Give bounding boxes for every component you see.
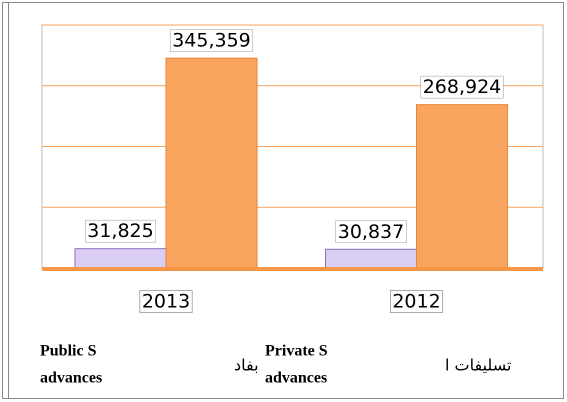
bar <box>416 104 508 269</box>
legend-label: Private S <box>265 343 328 360</box>
x-tick-box <box>139 290 193 313</box>
value-label: 30,837 <box>338 221 404 243</box>
legend-label: advances <box>40 370 102 387</box>
x-tick-box <box>389 290 444 313</box>
x-tick-label: 2012 <box>392 291 440 313</box>
legend-label: advances <box>265 370 327 387</box>
value-label: 31,825 <box>87 220 153 242</box>
legend-label: Public S <box>40 343 97 360</box>
x-tick-label: 2013 <box>142 291 190 313</box>
outer-frame <box>2 2 564 399</box>
value-label-box <box>169 29 254 52</box>
bar <box>165 57 258 269</box>
legend-label: بفاد <box>234 356 259 375</box>
value-label: 345,359 <box>172 30 251 52</box>
value-label-box <box>85 219 156 243</box>
value-label: 268,924 <box>423 76 502 98</box>
bar <box>325 248 417 269</box>
bar <box>74 248 167 269</box>
value-label-box <box>420 75 504 99</box>
value-label-box <box>335 220 407 244</box>
legend-label: تسليفات ا <box>445 356 511 375</box>
